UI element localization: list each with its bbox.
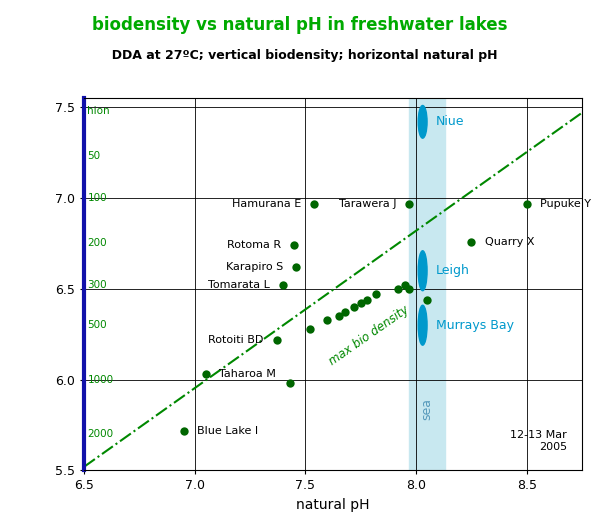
- Text: Hamurana E: Hamurana E: [232, 199, 301, 208]
- Text: 2000: 2000: [88, 429, 113, 439]
- Text: Blue Lake I: Blue Lake I: [197, 425, 258, 435]
- Text: DDA at 27ºC; vertical biodensity; horizontal natural pH: DDA at 27ºC; vertical biodensity; horizo…: [103, 49, 497, 62]
- Text: Tarawera J: Tarawera J: [338, 199, 396, 208]
- Text: 50: 50: [88, 151, 100, 161]
- Text: Rotoiti BD: Rotoiti BD: [208, 334, 263, 345]
- Text: biodensity vs natural pH in freshwater lakes: biodensity vs natural pH in freshwater l…: [92, 16, 508, 34]
- Text: Taharoa M: Taharoa M: [219, 369, 276, 379]
- Text: Niue: Niue: [436, 115, 464, 128]
- Text: 1000: 1000: [88, 375, 113, 385]
- Bar: [409, 98, 445, 470]
- Text: 300: 300: [88, 280, 107, 290]
- Text: 200: 200: [88, 238, 107, 249]
- Ellipse shape: [418, 105, 427, 138]
- Text: Tomarata L: Tomarata L: [208, 280, 270, 290]
- Text: Rotoma R: Rotoma R: [227, 240, 281, 250]
- Ellipse shape: [418, 251, 427, 291]
- Text: Leigh: Leigh: [436, 264, 470, 277]
- Text: Quarry X: Quarry X: [485, 237, 534, 247]
- Text: hion: hion: [88, 106, 110, 116]
- Text: 500: 500: [88, 320, 107, 330]
- X-axis label: natural pH: natural pH: [296, 498, 370, 512]
- Text: sea: sea: [421, 398, 434, 420]
- Text: 12-13 Mar
2005: 12-13 Mar 2005: [511, 430, 567, 452]
- Text: 100: 100: [88, 193, 107, 203]
- Ellipse shape: [418, 305, 427, 345]
- Text: Pupuke Y: Pupuke Y: [540, 199, 591, 208]
- Text: Murrays Bay: Murrays Bay: [436, 318, 514, 332]
- Text: Karapiro S: Karapiro S: [226, 262, 283, 272]
- Text: max bio density: max bio density: [326, 303, 411, 368]
